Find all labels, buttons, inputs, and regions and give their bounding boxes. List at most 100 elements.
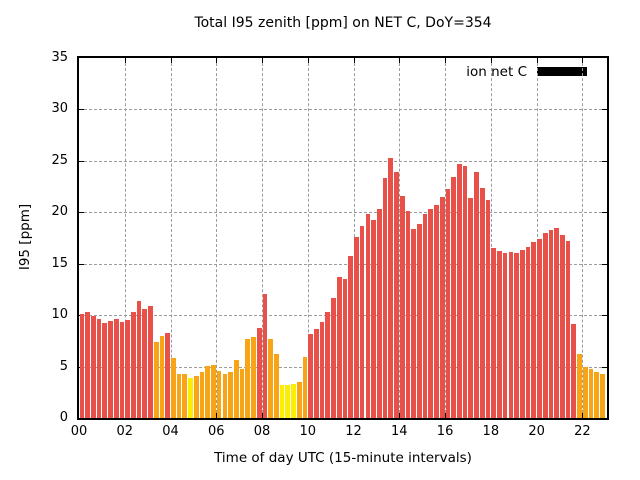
bar-17:00 — [468, 197, 474, 418]
gridline-x-02 — [124, 58, 126, 418]
gridline-x-06 — [216, 58, 218, 418]
bar-06:45 — [233, 360, 239, 418]
bar-18:00 — [491, 248, 497, 418]
bar-15:15 — [428, 209, 434, 418]
bar-08:45 — [279, 385, 285, 418]
x-tick-label-16: 16 — [436, 424, 454, 439]
bar-04:00 — [171, 358, 176, 418]
x-tick-top-16 — [445, 58, 447, 63]
bar-01:15 — [108, 321, 113, 418]
bar-12:00 — [354, 236, 359, 418]
bar-17:15 — [474, 172, 479, 418]
x-tick-label-02: 02 — [116, 424, 134, 439]
y-tick-left-15 — [79, 263, 84, 265]
y-tick-label-10: 10 — [51, 307, 68, 323]
x-tick-top-12 — [353, 58, 355, 63]
x-tick-top-22 — [582, 58, 584, 63]
x-tick-label-20: 20 — [528, 424, 545, 439]
bar-11:30 — [342, 279, 348, 418]
bar-22:45 — [600, 373, 605, 418]
y-tick-right-10 — [602, 315, 607, 317]
bar-12:45 — [371, 219, 376, 418]
y-tick-left-30 — [79, 109, 84, 111]
bar-14:00 — [399, 195, 405, 418]
gridline-y-20 — [79, 212, 607, 214]
y-tick-label-35: 35 — [51, 50, 68, 65]
bar-04:45 — [188, 377, 193, 418]
y-tick-left-20 — [79, 212, 84, 214]
bar-12:30 — [365, 214, 371, 418]
y-tick-right-20 — [602, 212, 607, 214]
bar-18:45 — [508, 252, 514, 418]
bar-19:30 — [525, 247, 531, 418]
bar-22:15 — [588, 368, 594, 418]
gridline-x-18 — [490, 58, 492, 418]
bar-09:30 — [296, 382, 302, 418]
bar-00:00 — [79, 314, 85, 418]
x-axis-label: Time of day UTC (15-minute intervals) — [214, 450, 472, 466]
x-tick-label-12: 12 — [345, 424, 362, 439]
bar-02:45 — [142, 308, 148, 418]
bar-15:00 — [422, 214, 428, 418]
bar-19:45 — [531, 242, 537, 418]
y-tick-right-5 — [602, 366, 607, 368]
bar-18:30 — [502, 253, 508, 418]
bar-06:00 — [216, 370, 222, 418]
bar-14:30 — [411, 228, 416, 418]
bar-21:45 — [577, 354, 582, 418]
bar-01:45 — [119, 322, 125, 418]
bar-00:15 — [85, 312, 90, 418]
bar-21:15 — [565, 241, 571, 418]
bar-07:15 — [245, 338, 251, 418]
bar-15:45 — [439, 196, 445, 418]
x-tick-top-10 — [307, 58, 309, 63]
bar-17:45 — [485, 199, 491, 418]
bar-01:00 — [102, 323, 108, 418]
bar-02:00 — [125, 320, 130, 418]
x-tick-top-08 — [262, 58, 264, 63]
y-tick-label-30: 30 — [51, 101, 68, 117]
bar-21:30 — [571, 324, 577, 418]
x-tick-top-20 — [536, 58, 538, 63]
y-tick-label-5: 5 — [59, 358, 68, 374]
x-tick-label-04: 04 — [162, 424, 179, 439]
bar-04:30 — [182, 373, 188, 418]
x-tick-label-10: 10 — [299, 424, 317, 439]
bar-06:15 — [222, 373, 228, 418]
bar-12:15 — [359, 225, 365, 418]
y-tick-label-20: 20 — [51, 204, 68, 220]
x-tick-label-22: 22 — [574, 424, 591, 439]
gridline-y-15 — [79, 263, 607, 265]
bar-20:45 — [554, 227, 559, 418]
bar-08:15 — [268, 338, 273, 418]
bar-11:45 — [348, 255, 354, 418]
bar-22:00 — [582, 366, 588, 418]
chart-title: Total I95 zenith [ppm] on NET C, DoY=354 — [194, 15, 492, 31]
bar-01:30 — [113, 319, 119, 418]
y-tick-right-30 — [602, 109, 607, 111]
bar-13:45 — [394, 172, 399, 418]
x-tick-top-04 — [170, 58, 172, 63]
bar-08:00 — [262, 293, 268, 418]
legend-label: ion net C — [466, 64, 527, 80]
y-tick-label-0: 0 — [59, 410, 68, 425]
gridline-x-10 — [307, 58, 309, 418]
bar-03:45 — [165, 332, 170, 418]
bar-10:15 — [314, 328, 319, 418]
bar-11:00 — [331, 297, 336, 418]
gridline-x-22 — [582, 58, 584, 418]
bar-13:15 — [382, 178, 388, 418]
y-tick-label-15: 15 — [51, 255, 68, 271]
bar-09:45 — [302, 357, 308, 418]
bar-13:30 — [388, 157, 394, 418]
bar-00:30 — [90, 316, 96, 418]
bar-02:30 — [136, 300, 142, 418]
bar-00:45 — [96, 319, 102, 418]
bar-10:30 — [319, 322, 325, 418]
x-tick-top-14 — [399, 58, 401, 63]
bar-03:00 — [148, 305, 153, 418]
y-tick-label-25: 25 — [51, 152, 68, 168]
gridline-x-20 — [536, 58, 538, 418]
bar-05:00 — [193, 375, 199, 418]
